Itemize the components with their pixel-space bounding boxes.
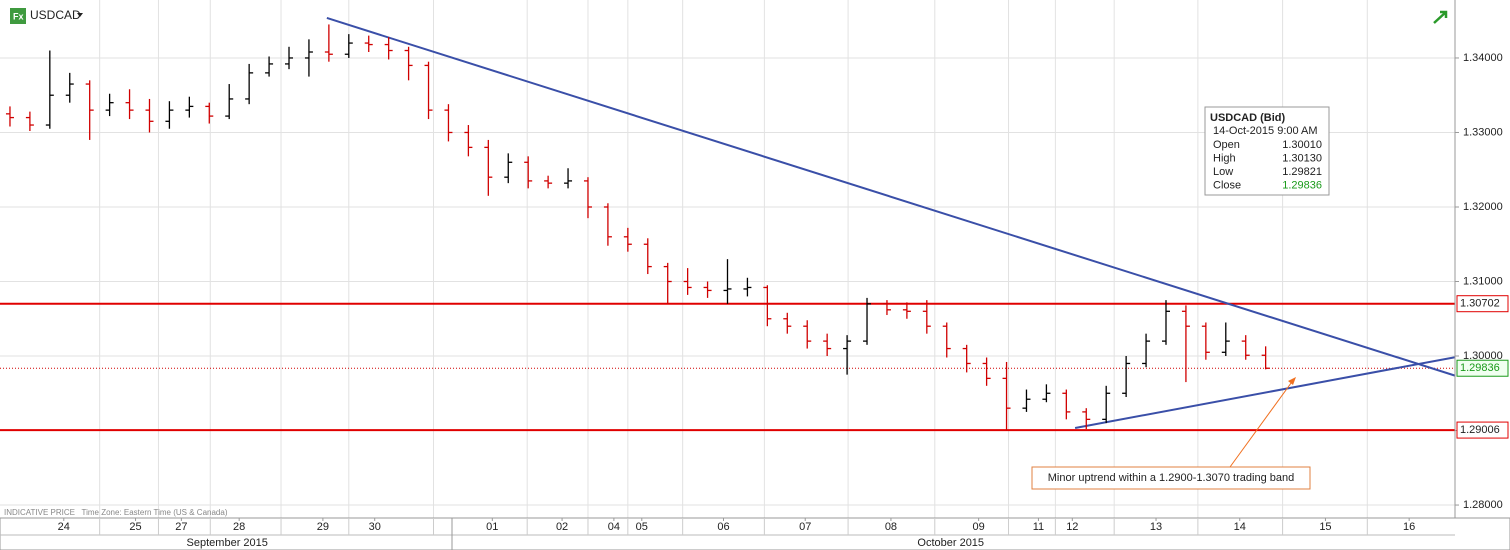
x-tick-label: 06 <box>717 521 729 533</box>
tooltip-label: Close <box>1213 179 1241 191</box>
x-tick-label: 07 <box>799 521 811 533</box>
tooltip-value: 1.30010 <box>1282 139 1322 151</box>
x-tick-label: 11 <box>1033 521 1044 533</box>
x-tick-label: 08 <box>885 521 897 533</box>
y-tick-label: 1.33000 <box>1463 126 1503 138</box>
tooltip-label: High <box>1213 152 1236 164</box>
tooltip-value: 1.29821 <box>1282 166 1322 178</box>
tooltip-label: Open <box>1213 139 1240 151</box>
symbol-dropdown[interactable] <box>77 13 83 17</box>
x-tick-label: 30 <box>369 521 381 533</box>
level-label-box <box>1456 421 1509 439</box>
x-tick-label: 05 <box>636 521 648 533</box>
trend-line <box>326 17 1456 377</box>
level-label: 1.30702 <box>1460 298 1500 310</box>
level-label: 1.29006 <box>1460 424 1500 436</box>
x-tick-label: 01 <box>486 521 498 533</box>
trend-icon[interactable] <box>1433 10 1448 24</box>
tooltip-value: 1.29836 <box>1282 179 1322 191</box>
x-tick-label: 12 <box>1066 521 1078 533</box>
axes: 1.280001.290001.300001.310001.320001.330… <box>58 52 1509 549</box>
y-tick-label: 1.30000 <box>1463 350 1503 362</box>
trend-line <box>1074 356 1456 429</box>
x-tick-label: 04 <box>608 521 620 533</box>
y-tick-label: 1.34000 <box>1463 52 1503 64</box>
x-tick-label: 02 <box>556 521 568 533</box>
x-tick-label: 16 <box>1403 521 1415 533</box>
x-tick-label: 25 <box>129 521 141 533</box>
x-tick-label: 15 <box>1319 521 1331 533</box>
plot <box>0 17 1456 432</box>
level-label: 1.29836 <box>1460 362 1500 374</box>
tooltip-box <box>1204 106 1330 196</box>
month-label: September 2015 <box>187 537 268 549</box>
y-tick-label: 1.31000 <box>1463 275 1503 287</box>
x-tick-label: 24 <box>58 521 70 533</box>
annotation-arrow <box>1229 378 1295 468</box>
y-tick-label: 1.32000 <box>1463 201 1503 213</box>
x-tick-label: 28 <box>233 521 245 533</box>
x-tick-label: 14 <box>1234 521 1246 533</box>
footer-note: INDICATIVE PRICE Time Zone: Eastern Time… <box>4 508 228 517</box>
y-tick-label: 1.28000 <box>1463 499 1503 511</box>
x-axis-band <box>0 517 1510 550</box>
x-tick-label: 09 <box>973 521 985 533</box>
symbol[interactable]: USDCAD <box>30 8 81 22</box>
annotation-box <box>1031 466 1311 490</box>
level-label-box <box>1456 359 1509 377</box>
fx-icon[interactable] <box>10 8 26 24</box>
annotation-text: Minor uptrend within a 1.2900-1.3070 tra… <box>1048 472 1294 484</box>
x-tick-label: 29 <box>317 521 329 533</box>
tooltip-label: Low <box>1213 166 1233 178</box>
fx-icon-label: Fx <box>13 11 24 21</box>
tooltip-value: 1.30130 <box>1282 152 1322 164</box>
tooltip-rows: Open 1.30010 High 1.30130 Low 1.29821 Close 1.2… <box>1213 139 1322 192</box>
grid <box>0 0 1455 518</box>
x-tick-label: 13 <box>1150 521 1162 533</box>
annotation-arrowhead <box>1288 377 1296 385</box>
x-tick-label: 27 <box>175 521 187 533</box>
tooltip-title: USDCAD (Bid) <box>1210 112 1285 124</box>
tooltip-date: 14-Oct-2015 9:00 AM <box>1213 125 1318 137</box>
level-label-box <box>1456 295 1509 313</box>
month-label: October 2015 <box>917 537 984 549</box>
